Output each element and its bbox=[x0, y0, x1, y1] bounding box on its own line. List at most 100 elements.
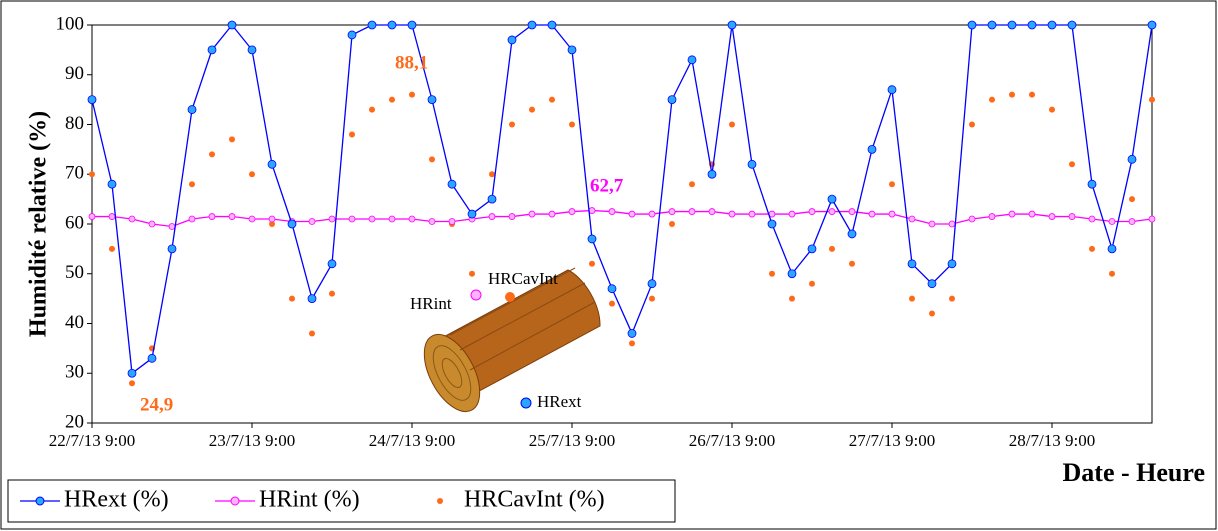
y-tick-label: 60 bbox=[65, 212, 84, 233]
annotation: 24,9 bbox=[140, 394, 173, 415]
data-point bbox=[807, 244, 817, 254]
legend bbox=[7, 479, 676, 523]
data-point bbox=[327, 259, 337, 269]
data-point bbox=[249, 171, 255, 178]
data-point bbox=[289, 295, 295, 302]
x-axis-title: Date - Heure bbox=[1063, 458, 1205, 487]
data-point bbox=[947, 259, 957, 269]
data-point bbox=[407, 20, 417, 30]
data-point bbox=[429, 156, 435, 163]
data-point bbox=[987, 20, 997, 30]
data-point bbox=[789, 295, 795, 302]
data-point bbox=[308, 218, 316, 225]
x-tick-label: 27/7/13 9:00 bbox=[849, 431, 935, 450]
data-point bbox=[488, 213, 496, 220]
data-point bbox=[887, 85, 897, 95]
data-point bbox=[849, 260, 855, 267]
data-point bbox=[227, 20, 237, 30]
data-point bbox=[409, 91, 415, 98]
data-point bbox=[228, 213, 236, 220]
y-tick-label: 30 bbox=[65, 362, 84, 383]
data-point bbox=[347, 30, 357, 40]
data-point bbox=[1107, 244, 1117, 254]
annotation: 88,1 bbox=[395, 52, 428, 73]
data-point bbox=[548, 210, 556, 218]
data-point bbox=[929, 310, 935, 317]
data-point bbox=[448, 218, 456, 225]
data-point bbox=[1049, 106, 1055, 113]
data-point bbox=[247, 45, 257, 55]
x-tick-label: 25/7/13 9:00 bbox=[529, 431, 615, 450]
data-point bbox=[509, 121, 515, 128]
x-tick-label: 26/7/13 9:00 bbox=[689, 431, 775, 450]
data-point bbox=[667, 95, 677, 105]
y-tick-label: 40 bbox=[65, 312, 84, 333]
data-point bbox=[1089, 245, 1095, 252]
data-point bbox=[707, 169, 717, 179]
data-point bbox=[868, 210, 876, 218]
data-point bbox=[168, 223, 176, 230]
data-point bbox=[148, 220, 156, 228]
data-point bbox=[129, 380, 135, 387]
data-point bbox=[1027, 20, 1037, 30]
data-point bbox=[248, 215, 256, 223]
data-point bbox=[867, 144, 877, 154]
data-point bbox=[969, 121, 975, 128]
data-point bbox=[907, 259, 917, 269]
data-point bbox=[1087, 179, 1097, 189]
inset-label: HRint bbox=[410, 294, 452, 313]
y-tick-label: 90 bbox=[65, 63, 84, 84]
data-point bbox=[1068, 213, 1076, 220]
data-point bbox=[329, 290, 335, 297]
data-point bbox=[408, 215, 416, 223]
data-point bbox=[628, 210, 636, 218]
data-point bbox=[607, 284, 617, 294]
data-point bbox=[608, 208, 616, 215]
data-point bbox=[968, 215, 976, 223]
data-point bbox=[549, 96, 555, 103]
data-point bbox=[209, 151, 215, 158]
data-point bbox=[989, 96, 995, 103]
data-point bbox=[627, 329, 637, 338]
y-tick-label: 80 bbox=[65, 113, 84, 134]
x-tick-label: 28/7/13 9:00 bbox=[1009, 431, 1095, 450]
data-point bbox=[949, 295, 955, 302]
data-point bbox=[927, 279, 937, 289]
data-point bbox=[328, 215, 336, 223]
data-point bbox=[609, 300, 615, 307]
data-point bbox=[1128, 218, 1136, 225]
data-point bbox=[127, 368, 137, 378]
data-point bbox=[787, 269, 797, 279]
data-point bbox=[1009, 91, 1015, 98]
data-point bbox=[1148, 215, 1156, 223]
data-point bbox=[528, 210, 536, 218]
inset-label: HRext bbox=[537, 392, 582, 411]
data-point bbox=[1047, 20, 1057, 30]
x-tick-label: 23/7/13 9:00 bbox=[209, 431, 295, 450]
data-point bbox=[368, 215, 376, 223]
legend-label: HRCavInt (%) bbox=[464, 487, 605, 513]
data-point bbox=[447, 179, 457, 189]
data-point bbox=[708, 208, 716, 215]
data-point bbox=[529, 106, 535, 113]
data-point bbox=[729, 121, 735, 128]
data-point bbox=[388, 215, 396, 223]
y-tick-label: 70 bbox=[65, 163, 84, 184]
data-point bbox=[889, 181, 895, 188]
data-point bbox=[189, 181, 195, 188]
data-point bbox=[348, 215, 356, 223]
data-point bbox=[808, 208, 816, 215]
data-point bbox=[1067, 20, 1077, 30]
inset-label: HRCavInt bbox=[488, 269, 558, 288]
data-point bbox=[589, 260, 595, 267]
data-point bbox=[967, 20, 977, 30]
data-point bbox=[687, 55, 697, 65]
legend-marker bbox=[35, 496, 45, 506]
data-point bbox=[1127, 154, 1137, 164]
data-point bbox=[487, 194, 497, 204]
data-point bbox=[588, 207, 596, 214]
data-point bbox=[908, 215, 916, 223]
data-point bbox=[269, 221, 275, 227]
